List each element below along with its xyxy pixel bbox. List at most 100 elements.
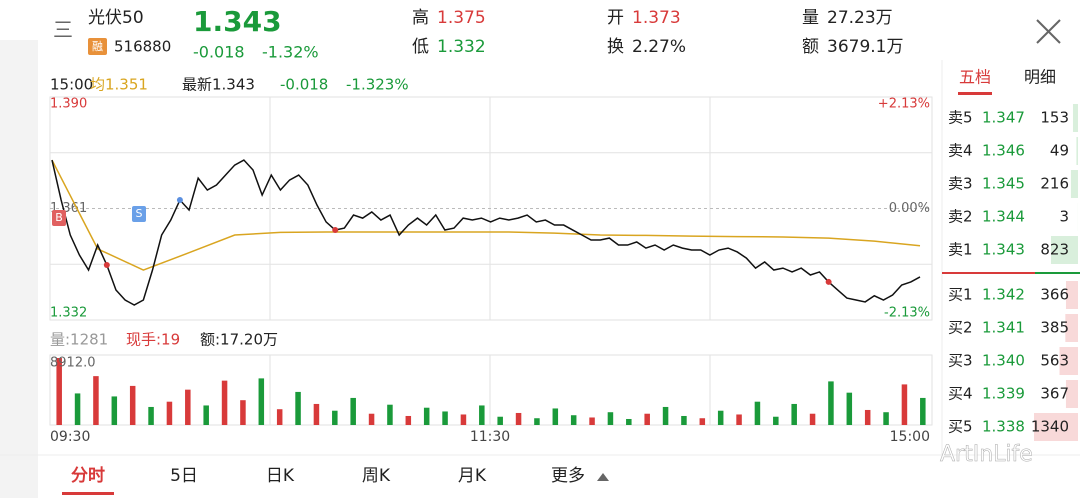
book-price: 1.343 <box>982 241 1025 259</box>
book-vol: 385 <box>1040 319 1069 337</box>
volume-bar <box>277 409 283 425</box>
book-tab-underline <box>958 92 992 95</box>
book-price: 1.345 <box>982 175 1025 193</box>
book-price: 1.347 <box>982 109 1025 127</box>
volume-bar <box>222 381 228 425</box>
volume-bar <box>663 407 669 425</box>
stat-value: 3679.1万 <box>827 37 903 57</box>
stat-value: 1.373 <box>632 8 681 28</box>
volume-bar <box>553 408 559 425</box>
volume-bar <box>700 418 706 425</box>
volume-bar <box>718 411 724 425</box>
info-time: 15:00 <box>50 76 93 94</box>
menu-icon[interactable]: 三 <box>53 18 73 42</box>
volume-bar <box>810 414 816 425</box>
pct-label: +2.13% <box>878 97 930 112</box>
tab[interactable]: 日K <box>266 466 295 486</box>
stat-label: 开 <box>607 8 624 28</box>
stat-label: 额 <box>802 37 819 57</box>
volume-bar <box>516 413 522 425</box>
book-vol: 216 <box>1040 175 1069 193</box>
book-vol: 1340 <box>1031 418 1069 436</box>
trade-dot <box>104 262 110 268</box>
pct-label: -2.13% <box>884 306 930 321</box>
tab-underline <box>62 492 114 495</box>
volume-bar <box>203 405 209 425</box>
volume-bar <box>406 416 412 425</box>
volume-bar <box>755 402 761 425</box>
tab[interactable]: 周K <box>362 466 391 486</box>
tab[interactable]: 月K <box>458 466 487 486</box>
y-tick-label: 1.390 <box>50 97 87 112</box>
book-vol: 3 <box>1059 208 1069 226</box>
book-label: 卖2 <box>948 208 973 226</box>
stat-label: 高 <box>412 8 429 28</box>
volume-bar <box>644 414 650 425</box>
book-vol: 563 <box>1040 352 1069 370</box>
close-button[interactable] <box>1037 20 1060 43</box>
volume-label: 量:1281 <box>50 331 108 349</box>
change: -0.018 <box>193 43 245 62</box>
volume-bar <box>130 386 136 425</box>
tab[interactable]: 分时 <box>71 466 105 486</box>
tab[interactable]: 更多 <box>551 466 585 486</box>
book-vol: 153 <box>1040 109 1069 127</box>
book-price: 1.339 <box>982 385 1025 403</box>
volume-bar <box>883 412 889 425</box>
watermark: ArtInLife <box>940 442 1033 467</box>
volume-bar <box>148 407 154 425</box>
time-label: 15:00 <box>890 429 930 445</box>
pct-label: 0.00% <box>889 201 930 216</box>
volume-bar <box>608 412 614 425</box>
trade-dot <box>177 197 183 203</box>
book-price: 1.341 <box>982 319 1025 337</box>
stock-code: 516880 <box>114 38 171 56</box>
sell-marker: S <box>136 207 143 220</box>
volume-bar <box>736 414 742 425</box>
volume-max-label: 8912.0 <box>50 356 96 371</box>
stock-name: 光伏50 <box>88 8 144 28</box>
volume-bar <box>865 410 871 425</box>
stat-value: 1.375 <box>437 8 486 28</box>
badge: 融 <box>92 40 103 53</box>
time-label: 11:30 <box>470 429 510 445</box>
stat-value: 2.27% <box>632 37 686 57</box>
volume-bar <box>424 408 430 425</box>
volume-bar <box>369 414 375 425</box>
stat-label: 量 <box>802 8 819 28</box>
volume-bar <box>259 378 265 425</box>
volume-bar <box>571 415 577 425</box>
volume-bar <box>626 419 632 425</box>
volume-bar <box>479 405 485 425</box>
book-label: 卖4 <box>948 142 973 160</box>
volume-bar <box>461 414 467 425</box>
stat-value: 27.23万 <box>827 8 893 28</box>
volume-bar <box>589 417 595 425</box>
volume-frame <box>50 355 932 425</box>
tab[interactable]: 5日 <box>170 466 198 486</box>
buy-marker: B <box>55 211 63 224</box>
volume-bar <box>75 393 81 425</box>
book-vol-bar <box>1071 170 1078 198</box>
volume-bar <box>350 398 356 425</box>
avg-line <box>52 160 920 270</box>
hand-label: 现手:19 <box>126 331 180 349</box>
book-label: 买4 <box>948 385 973 403</box>
more-arrow[interactable] <box>597 473 609 481</box>
y-tick-label: 1.332 <box>50 306 87 321</box>
pct: -1.32% <box>262 43 319 62</box>
info-pct: -1.323% <box>346 76 409 94</box>
book-tab[interactable]: 明细 <box>1024 68 1056 87</box>
volume-bar <box>185 390 191 425</box>
stat-label: 低 <box>412 37 429 57</box>
book-tab[interactable]: 五档 <box>959 68 991 87</box>
book-price: 1.342 <box>982 286 1025 304</box>
book-vol: 823 <box>1040 241 1069 259</box>
volume-bar <box>497 417 503 425</box>
book-vol: 367 <box>1040 385 1069 403</box>
trade-dot <box>826 279 832 285</box>
book-vol-bar <box>1073 104 1078 132</box>
book-label: 卖5 <box>948 109 973 127</box>
